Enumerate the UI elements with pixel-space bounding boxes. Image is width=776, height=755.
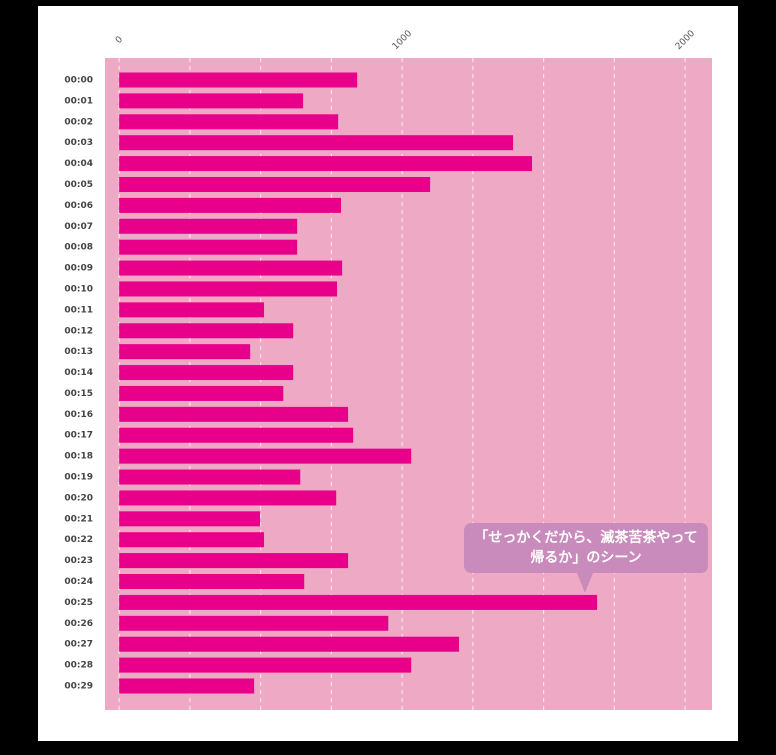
bar (119, 93, 304, 109)
bar (119, 135, 514, 151)
y-tick-label: 00:00 (64, 76, 93, 86)
bar (119, 469, 301, 485)
y-tick-label: 00:19 (64, 473, 93, 483)
y-tick-label: 00:26 (64, 619, 93, 629)
bar (119, 678, 255, 694)
plot-area (105, 58, 712, 710)
y-tick-label: 00:02 (64, 117, 93, 127)
annotation-text: 「せっかくだから、滅茶苦茶やって (474, 529, 697, 546)
bar (119, 218, 298, 234)
y-tick-label: 00:25 (64, 598, 93, 608)
y-tick-label: 00:21 (64, 514, 93, 524)
bar (119, 156, 533, 172)
bar (119, 323, 294, 339)
bar (119, 197, 342, 213)
y-tick-label: 00:06 (64, 201, 93, 211)
bar (119, 344, 251, 360)
y-tick-label: 00:14 (64, 368, 93, 378)
bar (119, 365, 294, 381)
bar (119, 260, 343, 276)
y-tick-label: 00:07 (64, 222, 93, 232)
annotation-text: 帰るか」のシーン (530, 549, 641, 566)
y-tick-label: 00:01 (64, 96, 93, 106)
bar (119, 657, 412, 673)
y-tick-label: 00:03 (64, 138, 93, 148)
y-tick-label: 00:13 (64, 347, 93, 357)
bar (119, 553, 349, 569)
y-tick-label: 00:16 (64, 410, 93, 420)
annotation-box (464, 523, 708, 593)
bar (119, 281, 338, 297)
bar (119, 490, 337, 506)
y-tick-label: 00:22 (64, 535, 93, 545)
bar (119, 114, 339, 130)
bar (119, 448, 412, 464)
y-tick-label: 00:29 (64, 682, 93, 692)
y-tick-label: 00:11 (64, 305, 93, 315)
y-tick-label: 00:05 (64, 180, 93, 190)
y-tick-label: 00:17 (64, 431, 93, 441)
bar (119, 176, 431, 192)
bar (119, 72, 358, 88)
y-tick-label: 00:23 (64, 556, 93, 566)
y-tick-label: 00:08 (64, 243, 93, 253)
bar (119, 532, 265, 548)
y-tick-label: 00:04 (64, 159, 93, 169)
bar (119, 239, 298, 255)
y-tick-label: 00:18 (64, 452, 93, 462)
y-tick-label: 00:10 (64, 284, 93, 294)
bar (119, 302, 265, 318)
y-tick-label: 00:15 (64, 389, 93, 399)
bar (119, 615, 389, 631)
bar (119, 385, 284, 401)
y-tick-label: 00:24 (64, 577, 93, 587)
bar (119, 427, 354, 443)
bar (119, 636, 460, 652)
x-tick-label: 0 (114, 35, 125, 46)
bar (119, 511, 261, 527)
bar (119, 574, 305, 590)
bar (119, 594, 598, 610)
y-tick-label: 00:28 (64, 661, 93, 671)
y-tick-label: 00:12 (64, 326, 93, 336)
y-tick-label: 00:27 (64, 640, 93, 650)
bar (119, 406, 349, 422)
y-tick-label: 00:09 (64, 264, 93, 274)
y-tick-label: 00:20 (64, 493, 93, 503)
